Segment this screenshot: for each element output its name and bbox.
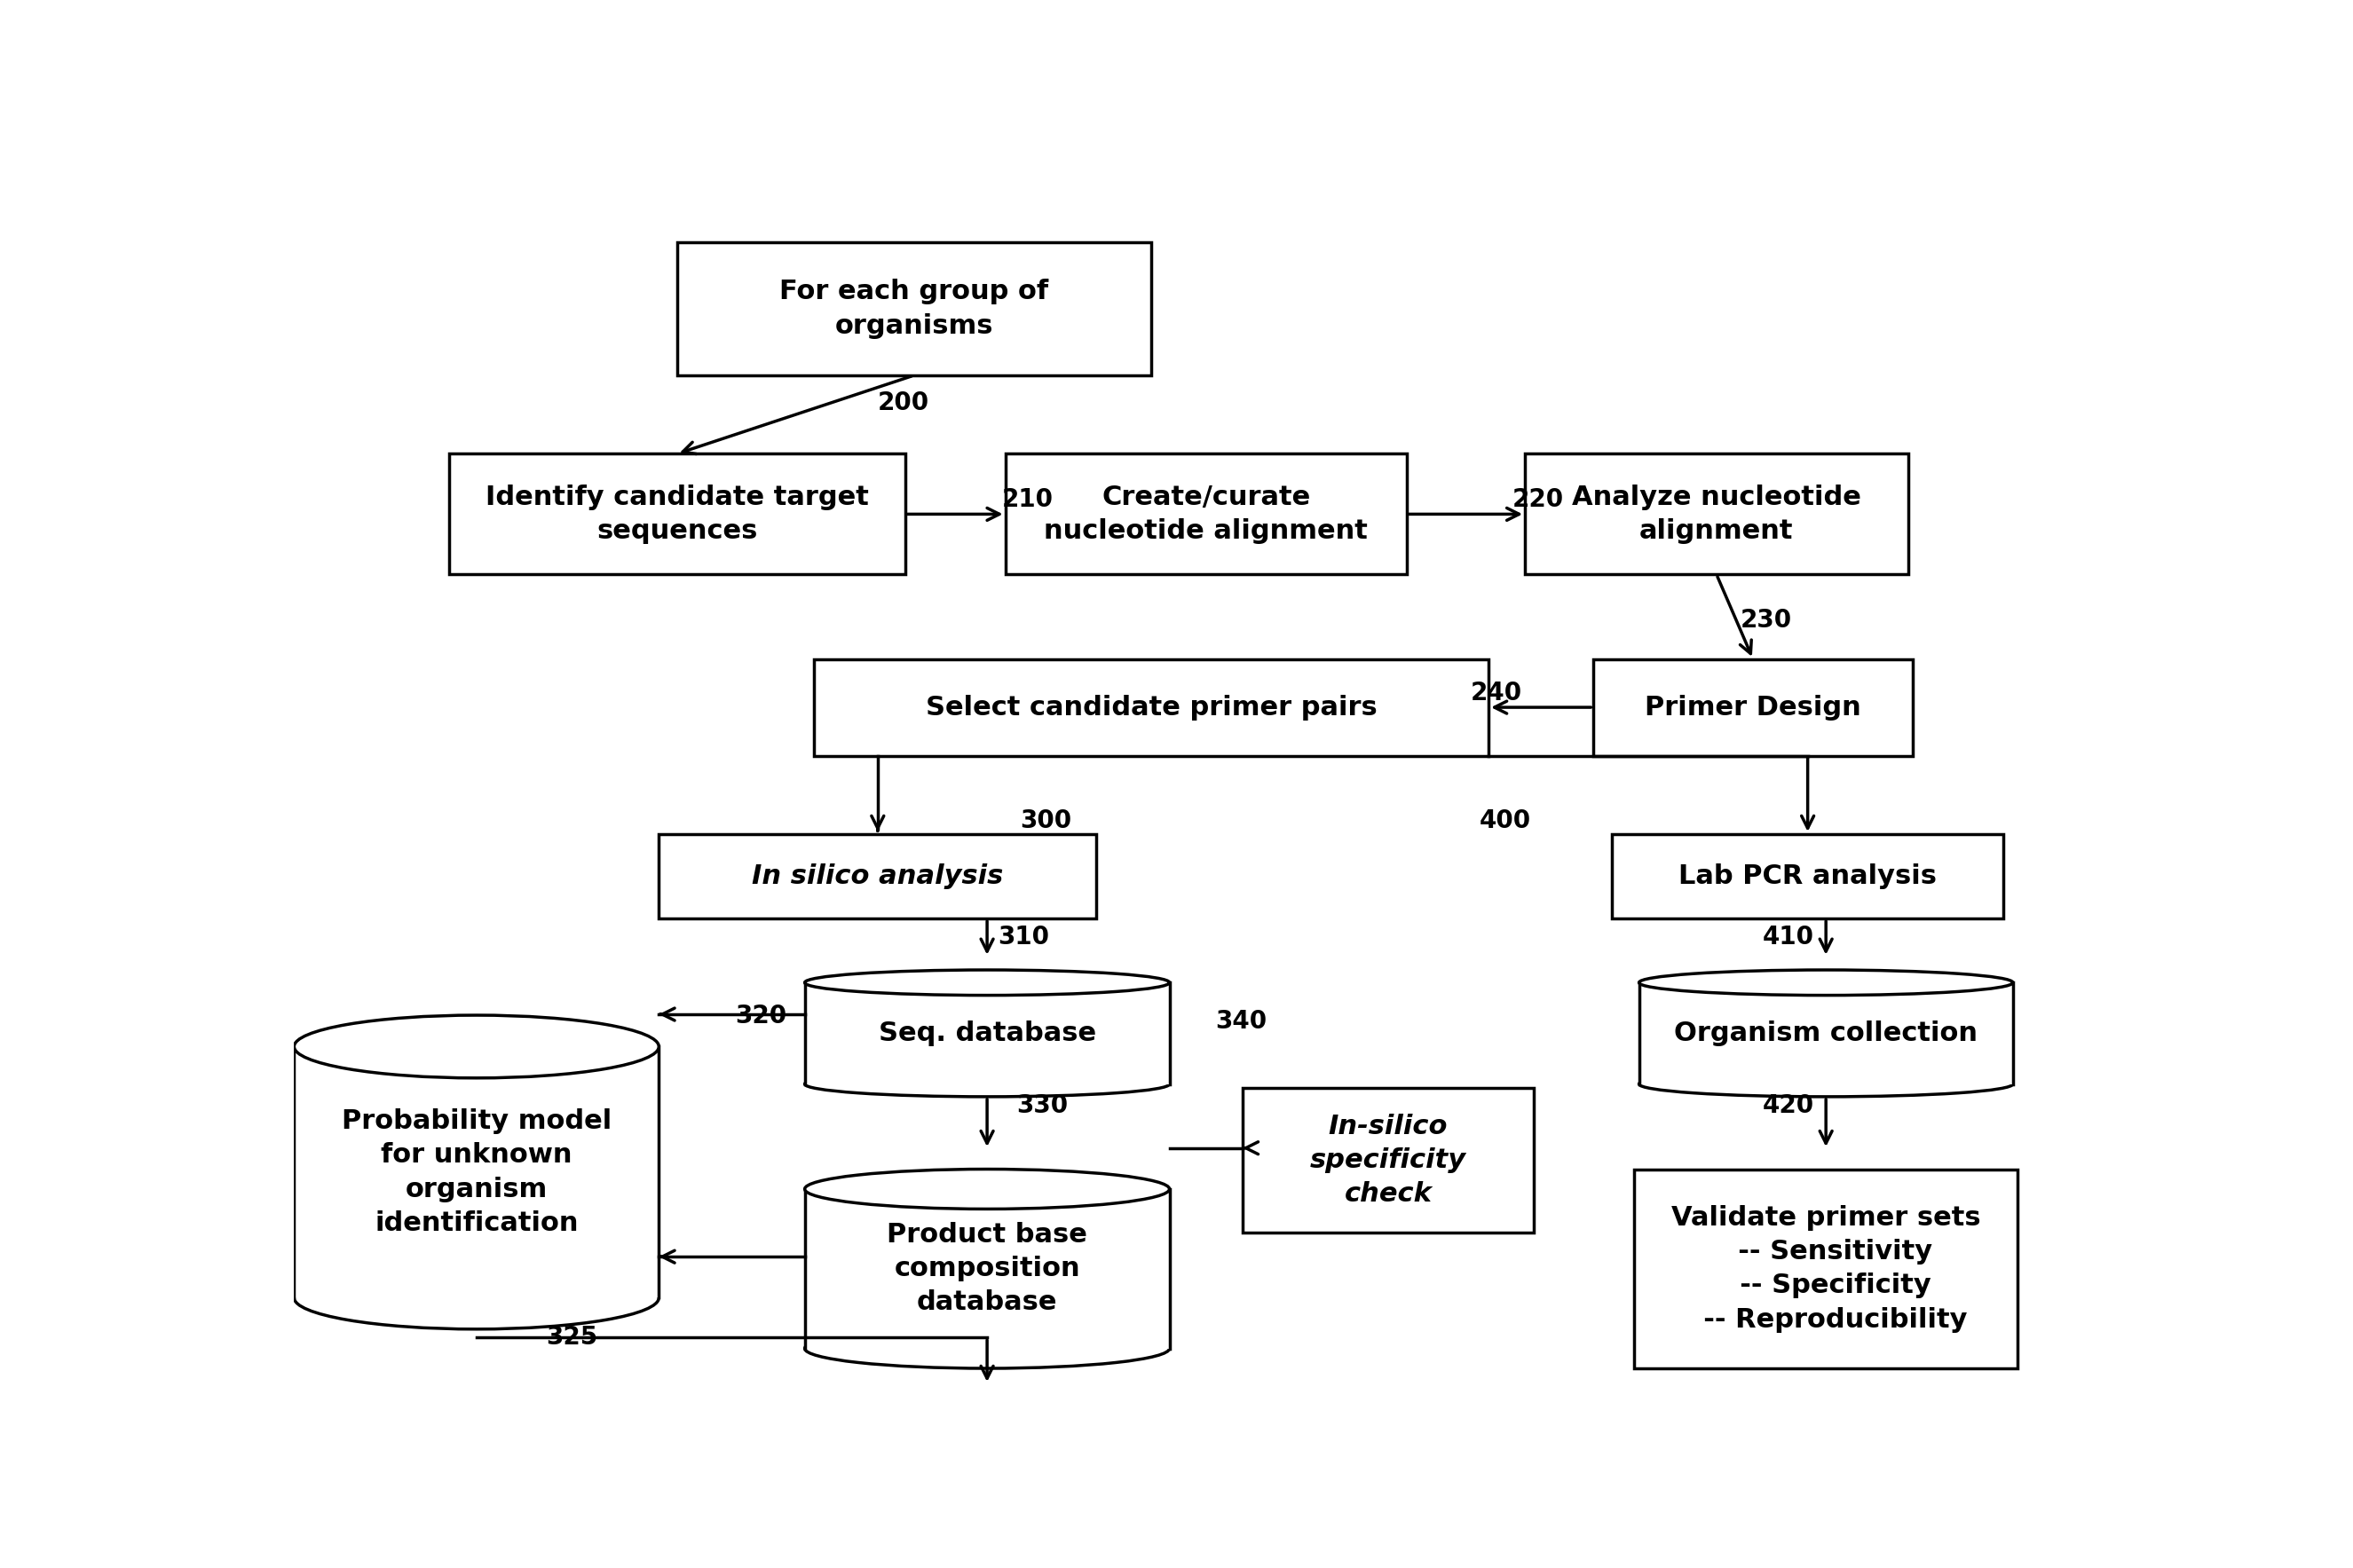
Bar (449, 453, 906, 574)
Text: 330: 330 (1016, 1093, 1068, 1118)
Text: 300: 300 (1019, 809, 1071, 833)
Text: 220: 220 (1513, 488, 1565, 513)
Ellipse shape (1640, 1071, 2012, 1096)
Ellipse shape (294, 1014, 659, 1077)
Bar (294, 1046, 659, 1298)
Bar (1640, 983, 2012, 1083)
Text: 320: 320 (736, 1004, 786, 1029)
Text: Identify candidate target
sequences: Identify candidate target sequences (485, 485, 868, 544)
Bar (1005, 453, 1407, 574)
Bar (807, 1189, 1169, 1348)
Text: Organism collection: Organism collection (1673, 1021, 1979, 1046)
Text: In-silico
specificity
check: In-silico specificity check (1311, 1113, 1466, 1207)
Ellipse shape (294, 1267, 659, 1330)
Bar (1612, 834, 2005, 919)
Ellipse shape (805, 1170, 1169, 1209)
Text: For each group of
organisms: For each group of organisms (779, 279, 1049, 339)
Text: 310: 310 (998, 924, 1049, 949)
Text: Select candidate primer pairs: Select candidate primer pairs (925, 695, 1377, 720)
Bar (1593, 659, 1913, 756)
Bar (805, 1189, 1169, 1348)
Text: Product base
composition
database: Product base composition database (887, 1221, 1087, 1316)
Bar (1640, 983, 2012, 1083)
Bar (678, 243, 1151, 375)
Text: Analyze nucleotide
alignment: Analyze nucleotide alignment (1572, 485, 1861, 544)
Bar (659, 834, 1096, 919)
Bar (296, 1046, 659, 1298)
Text: 230: 230 (1741, 608, 1793, 633)
Text: In silico analysis: In silico analysis (753, 864, 1002, 889)
Text: Create/curate
nucleotide alignment: Create/curate nucleotide alignment (1045, 485, 1367, 544)
Bar (1242, 1088, 1534, 1232)
Ellipse shape (805, 971, 1169, 996)
Text: Validate primer sets
  -- Sensitivity
  -- Specificity
  -- Reproducibility: Validate primer sets -- Sensitivity -- S… (1671, 1206, 1981, 1333)
Bar (814, 659, 1489, 756)
Ellipse shape (805, 1071, 1169, 1096)
Text: 240: 240 (1471, 681, 1522, 706)
Text: 420: 420 (1762, 1093, 1814, 1118)
Ellipse shape (805, 1328, 1169, 1369)
Text: Probability model
for unknown
organism
identification: Probability model for unknown organism i… (341, 1109, 612, 1236)
Text: 400: 400 (1480, 809, 1532, 833)
Bar (805, 983, 1169, 1083)
Text: Primer Design: Primer Design (1645, 695, 1861, 720)
Text: Lab PCR analysis: Lab PCR analysis (1678, 864, 1937, 889)
Ellipse shape (1640, 971, 2012, 996)
Text: 210: 210 (1002, 488, 1054, 513)
Bar (807, 983, 1169, 1083)
Text: 200: 200 (878, 390, 929, 416)
Text: 340: 340 (1214, 1008, 1266, 1033)
Text: 410: 410 (1762, 924, 1814, 949)
Text: Seq. database: Seq. database (878, 1021, 1096, 1046)
Text: 325: 325 (546, 1325, 598, 1350)
Bar (1635, 1170, 2017, 1369)
Bar (1525, 453, 1908, 574)
